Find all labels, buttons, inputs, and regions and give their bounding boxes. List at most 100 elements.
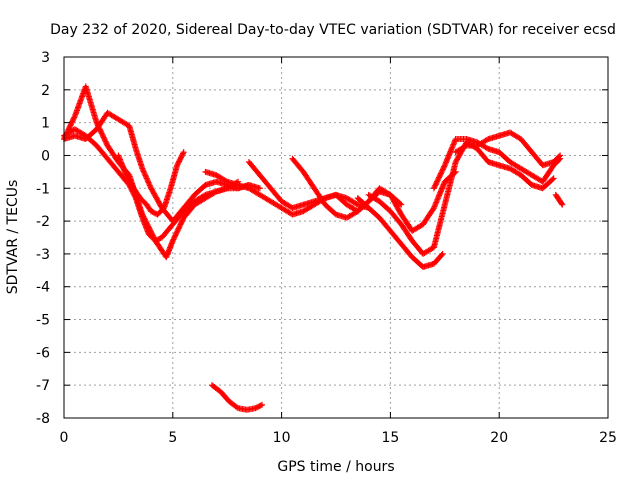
series-track-12 — [552, 191, 566, 208]
data-point — [353, 200, 360, 207]
data-point — [178, 218, 185, 225]
data-point — [439, 166, 446, 173]
data-point — [177, 155, 184, 162]
data-point — [436, 173, 443, 180]
x-tick-label: 25 — [599, 430, 617, 446]
data-point — [434, 178, 441, 185]
data-point — [70, 115, 77, 122]
data-point — [101, 135, 108, 142]
series-track-11 — [452, 129, 564, 169]
data-point — [98, 129, 105, 136]
data-point — [233, 404, 240, 411]
data-point — [483, 136, 490, 143]
y-tick-label: -1 — [36, 181, 50, 197]
x-tick-label: 10 — [273, 430, 291, 446]
data-point — [556, 153, 563, 160]
x-tick-label: 20 — [490, 430, 508, 446]
data-point — [257, 402, 264, 409]
data-point — [253, 404, 260, 411]
data-point — [172, 232, 179, 239]
data-point — [431, 183, 438, 190]
data-point — [177, 221, 184, 228]
data-point — [222, 177, 229, 184]
data-point — [550, 175, 557, 182]
data-point — [178, 153, 185, 160]
y-tick-label: -7 — [36, 378, 50, 394]
x-tick-label: 0 — [60, 430, 69, 446]
series-track-10 — [430, 136, 564, 192]
data-point — [252, 405, 259, 412]
data-point — [153, 237, 160, 244]
data-point — [180, 149, 187, 156]
data-point — [439, 167, 446, 174]
series-track-13 — [208, 382, 266, 413]
data-point — [176, 224, 183, 231]
x-axis-label: GPS time / hours — [277, 459, 394, 475]
data-point — [150, 209, 157, 216]
data-point — [155, 236, 162, 243]
data-point — [432, 181, 439, 188]
data-point — [559, 201, 566, 208]
data-point — [173, 229, 180, 236]
data-point — [255, 403, 262, 410]
data-point — [176, 222, 183, 229]
y-tick-label: -4 — [36, 280, 50, 296]
data-point — [169, 237, 176, 244]
grid — [64, 57, 608, 418]
data-point — [437, 170, 444, 177]
data-point — [483, 145, 490, 152]
data-point — [178, 154, 185, 161]
data-point — [433, 179, 440, 186]
data-point — [434, 177, 441, 184]
data-point — [171, 235, 178, 242]
x-tick-label: 15 — [381, 430, 399, 446]
data-point — [174, 162, 181, 169]
data-point — [201, 192, 208, 199]
data-point — [99, 131, 106, 138]
data-point — [438, 169, 445, 176]
data-point — [69, 118, 76, 125]
data-point — [176, 158, 183, 165]
x-tick-label: 5 — [168, 430, 177, 446]
data-point — [98, 130, 105, 137]
y-tick-label: -6 — [36, 345, 50, 361]
data-point — [557, 152, 564, 159]
data-point — [170, 236, 177, 243]
data-point — [398, 201, 405, 208]
y-tick-label: 2 — [41, 83, 50, 99]
data-point — [152, 237, 159, 244]
data-point — [256, 403, 263, 410]
y-tick-label: 0 — [41, 148, 50, 164]
y-tick-label: 3 — [41, 50, 50, 66]
data-point — [441, 163, 448, 170]
data-point — [148, 208, 155, 215]
data-point — [68, 121, 75, 128]
data-point — [440, 165, 447, 172]
data-point — [175, 159, 182, 166]
data-point — [102, 138, 109, 145]
data-point — [558, 200, 565, 207]
y-tick-label: -2 — [36, 214, 50, 230]
series-track-4 — [115, 149, 187, 218]
data-point — [437, 171, 444, 178]
data-point — [435, 175, 442, 182]
data-point — [549, 176, 556, 183]
data-point — [438, 252, 445, 259]
data-point — [71, 114, 78, 121]
data-point — [174, 226, 181, 233]
series-track-1 — [61, 83, 252, 261]
data-point — [67, 122, 74, 129]
series-track-8 — [354, 195, 446, 271]
y-tick-label: 1 — [41, 116, 50, 132]
series-track-9 — [365, 139, 557, 257]
data-point — [156, 235, 163, 242]
series-track-5 — [202, 168, 372, 218]
y-axis-label: SDTVAR / TECUs — [5, 180, 21, 295]
data-point — [66, 123, 73, 130]
y-tick-label: -5 — [36, 313, 50, 329]
data-point — [462, 143, 469, 150]
data-point — [180, 150, 187, 157]
data-point — [176, 157, 183, 164]
data-point — [103, 139, 110, 146]
